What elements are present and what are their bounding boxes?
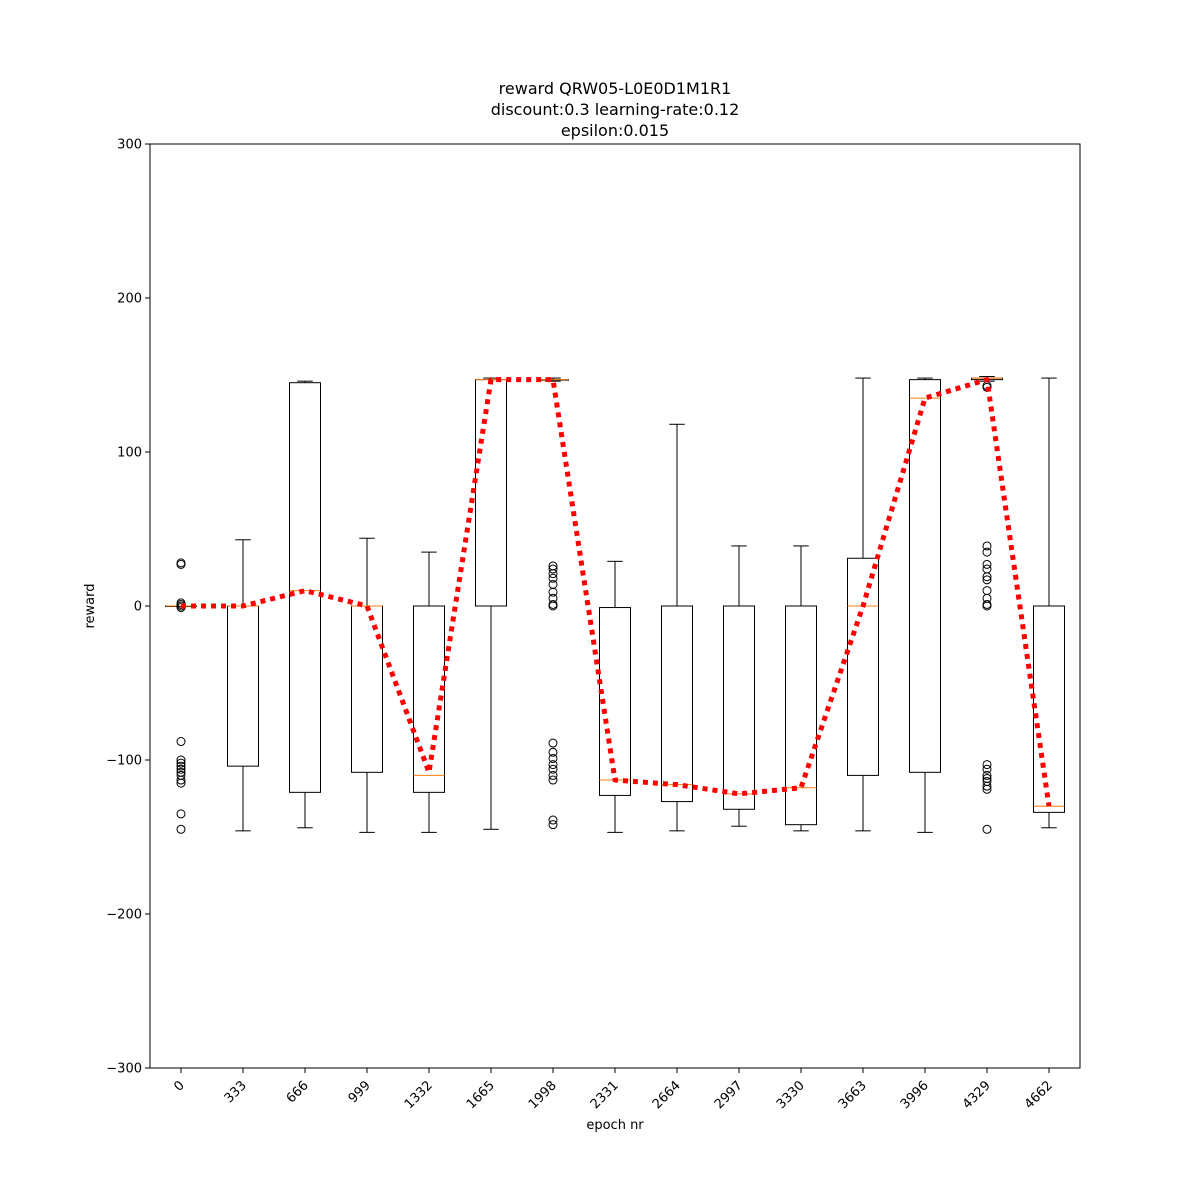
box-body <box>1033 605 1065 813</box>
box-body <box>661 605 693 803</box>
outlier-point <box>548 569 558 579</box>
box-group <box>289 380 321 829</box>
y-tick-label: −100 <box>106 754 142 769</box>
outlier-point <box>548 587 558 597</box>
outlier-point <box>176 737 186 747</box>
outlier-point <box>176 809 186 819</box>
box-group <box>661 423 693 832</box>
outlier-point <box>982 784 992 794</box>
outlier-point <box>176 778 186 788</box>
box-group <box>971 376 1003 834</box>
box-group <box>723 545 755 827</box>
outlier-point <box>548 573 558 583</box>
box-body <box>909 379 941 773</box>
y-axis-label: reward <box>83 583 98 628</box>
box-group <box>909 377 941 833</box>
box-group <box>351 537 383 833</box>
outlier-point <box>982 824 992 834</box>
box-group <box>785 545 817 832</box>
outlier-point <box>176 761 186 771</box>
y-tick-label: 0 <box>134 600 142 615</box>
outlier-point <box>982 575 992 585</box>
box-group <box>537 377 569 830</box>
outlier-point <box>982 541 992 551</box>
outlier-point <box>176 755 186 765</box>
outlier-point <box>982 572 992 582</box>
box-body <box>847 557 879 776</box>
outlier-point <box>176 764 186 774</box>
outlier-point <box>982 601 992 611</box>
box-group <box>413 551 445 833</box>
outlier-point <box>548 564 558 574</box>
outlier-point <box>548 775 558 785</box>
outlier-point <box>548 738 558 748</box>
x-axis-label: epoch nr <box>586 1118 644 1133</box>
outlier-point <box>176 559 186 569</box>
chart-title-line-3: epsilon:0.015 <box>561 121 669 140</box>
chart-title-line-1: reward QRW05-L0E0D1M1R1 <box>499 79 732 98</box>
chart-title-line-2: discount:0.3 learning-rate:0.12 <box>491 100 740 119</box>
outlier-point <box>176 758 186 768</box>
outlier-point <box>548 601 558 611</box>
outlier-point <box>548 764 558 774</box>
box-body <box>599 607 631 796</box>
box-body <box>785 605 817 826</box>
outlier-point <box>982 547 992 557</box>
outlier-point <box>982 764 992 774</box>
y-tick-label: 300 <box>117 138 142 153</box>
box-body <box>723 605 755 810</box>
outlier-point <box>548 770 558 780</box>
box-group <box>165 558 197 834</box>
y-tick-label: 100 <box>117 446 142 461</box>
y-tick-label: −200 <box>106 908 142 923</box>
outlier-point <box>548 820 558 830</box>
y-tick-label: −300 <box>106 1062 142 1077</box>
outlier-point <box>982 760 992 770</box>
outlier-point <box>176 775 186 785</box>
outlier-point <box>176 824 186 834</box>
box-group <box>1033 377 1065 829</box>
outlier-point <box>982 559 992 569</box>
box-body <box>413 605 445 793</box>
y-tick-label: 200 <box>117 292 142 307</box>
plot-area <box>165 376 1065 834</box>
outlier-point <box>982 770 992 780</box>
mean-series-line <box>181 377 1052 807</box>
outlier-point <box>548 753 558 763</box>
box-group <box>847 377 879 832</box>
outlier-point <box>548 815 558 825</box>
outlier-point <box>982 781 992 791</box>
box-body <box>289 382 321 793</box>
outlier-point <box>548 760 558 770</box>
outlier-point <box>548 747 558 757</box>
